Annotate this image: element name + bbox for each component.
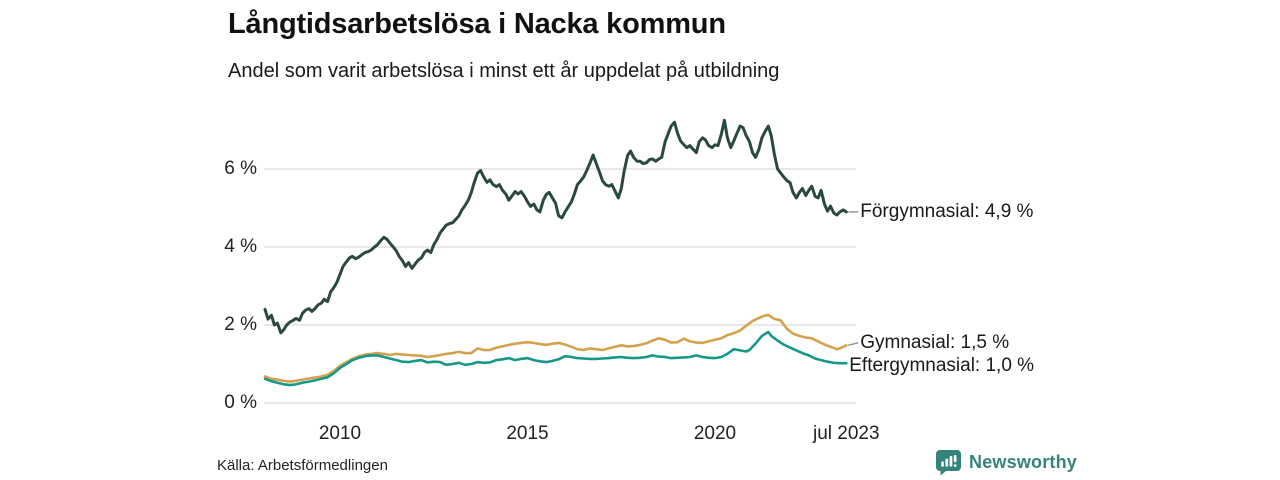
source-label: Källa: Arbetsförmedlingen [217,457,388,474]
series-end-label-förgymnasial: Förgymnasial: 4,9 % [860,200,1034,222]
series-line-gymnasial [263,313,848,383]
y-tick-label: 0 % [224,392,257,413]
series-line-förgymnasial [263,118,848,335]
brand-logo: Newsworthy [935,449,1077,476]
x-tick-label: 2015 [506,423,549,444]
x-tick-label: 2010 [318,423,362,444]
series-end-label-eftergymnasial: Eftergymnasial: 1,0 % [849,354,1035,376]
series-end-label-gymnasial: Gymnasial: 1,5 % [860,331,1010,353]
y-tick-label: 2 % [224,314,257,335]
x-tick-label: jul 2023 [812,423,880,444]
page-subtitle: Andel som varit arbetslösa i minst ett å… [228,60,780,82]
y-tick-label: 6 % [224,158,257,179]
speech-bubble-bar-chart-icon [936,450,961,476]
brand-name: Newsworthy [969,452,1078,472]
y-tick-label: 4 % [224,236,257,257]
series-line-eftergymnasial [263,330,848,387]
page-title: Långtidsarbetslösa i Nacka kommun [228,8,726,40]
x-tick-label: 2020 [693,423,737,444]
label-leader-line [848,342,859,347]
